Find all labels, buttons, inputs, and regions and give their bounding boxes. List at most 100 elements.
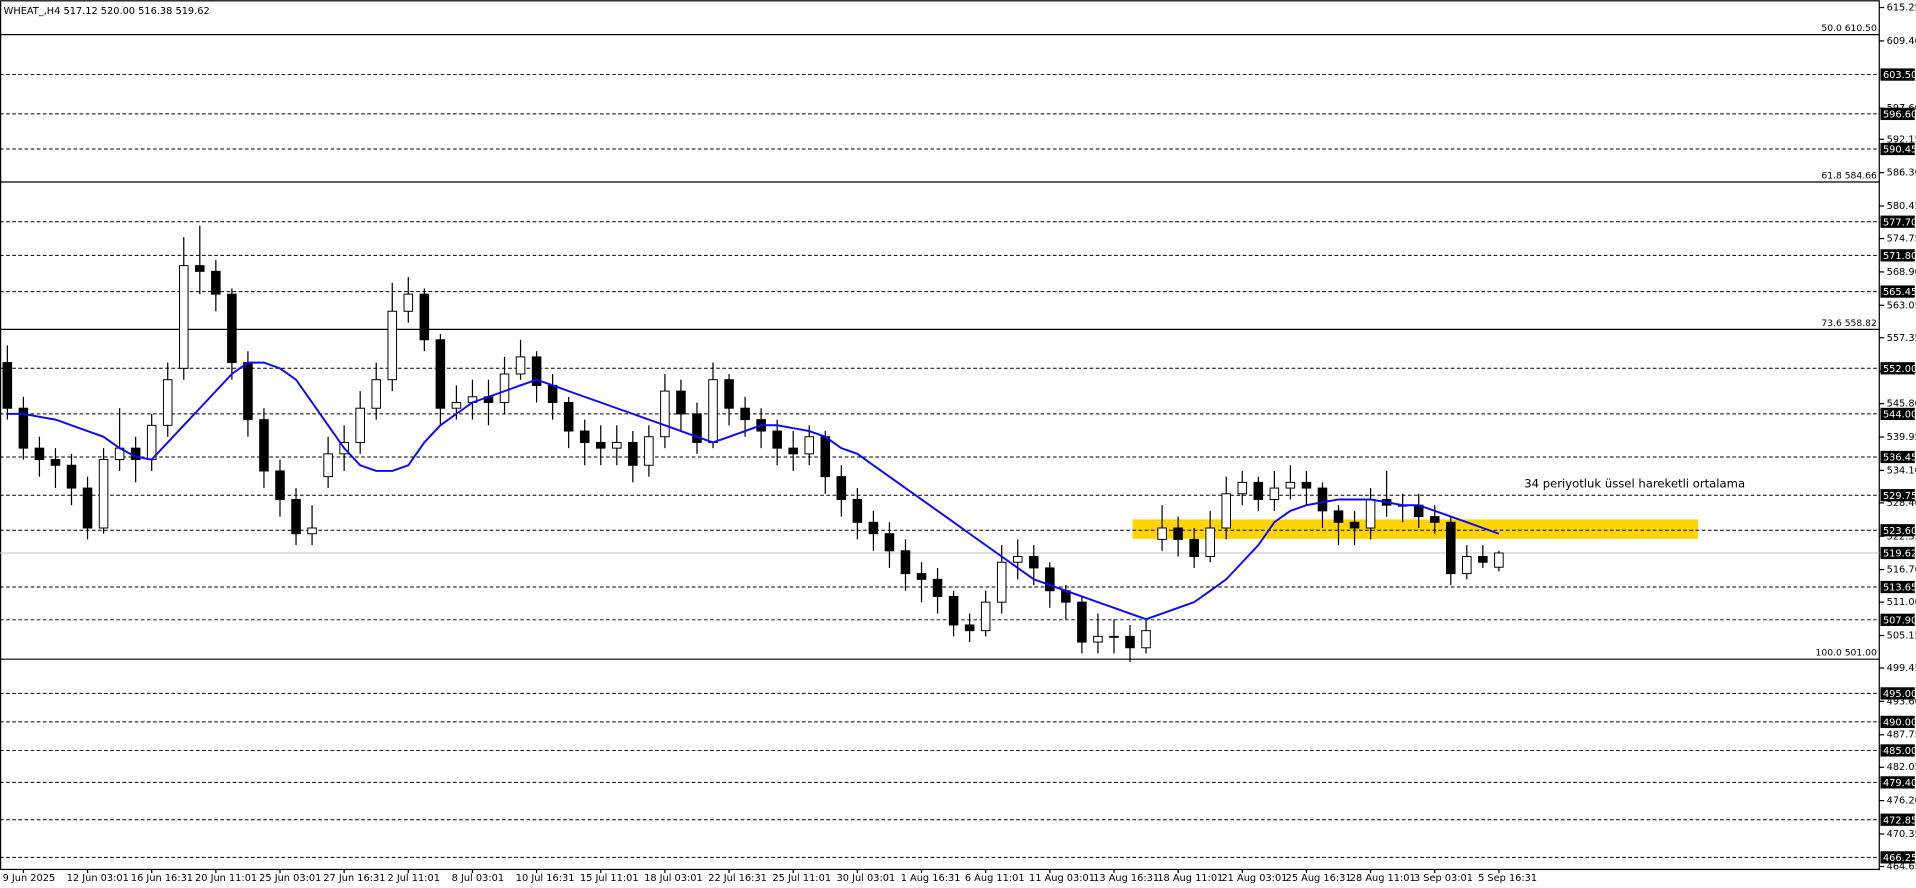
level-label: 507.90 [1883,615,1916,626]
level-label: 485.00 [1883,746,1916,757]
level-label-box [1880,489,1915,502]
x-tick-label: 25 Jul 11:01 [772,873,831,884]
level-label-box [1880,613,1915,626]
level-label-box [1880,687,1915,700]
x-tick-label: 12 Jun 03:01 [67,873,129,884]
candle-body [1445,521,1456,575]
level-label-box [1880,776,1915,789]
candle-body [996,561,1007,603]
candle-body [595,441,606,449]
candle-body [676,390,686,415]
y-tick-label: 482.05 [1887,762,1916,773]
candle-body [307,527,317,535]
candle-body [1109,635,1119,638]
candle-body [1237,481,1248,495]
level-label: 596.60 [1883,110,1916,121]
candle-body [1429,516,1440,523]
candle-body [916,573,927,580]
price-zone [1132,519,1699,539]
candle-body [628,441,638,466]
candle-body [788,447,798,455]
candle-body [1077,601,1087,643]
candle-body [1029,556,1039,569]
x-tick-label: 22 Jul 16:31 [708,873,767,884]
level-label-box [1880,285,1915,298]
level-label-box [1880,68,1915,81]
y-tick-label: 609.40 [1887,36,1916,47]
y-tick-label: 470.35 [1887,829,1916,840]
x-tick-label: 28 Aug 11:01 [1350,873,1416,884]
candle-body [1494,552,1504,568]
level-label-box [1880,450,1915,464]
candle-body [1462,556,1472,575]
candle-body [355,407,365,443]
level-label-box [1880,744,1915,757]
level-label-box [1880,249,1915,262]
level-label: 472.85 [1883,815,1916,826]
candle-body [740,407,750,421]
y-tick-label: 574.75 [1887,234,1916,245]
level-label: 466.25 [1883,853,1916,864]
y-tick-label: 516.70 [1887,565,1916,576]
current-price-label-box [1880,546,1915,560]
candle-body [243,362,253,421]
candle-body [1189,538,1199,558]
level-label: 603.50 [1883,70,1916,81]
plot-frame [0,0,1880,871]
x-tick-label: 18 Aug 11:01 [1157,873,1223,884]
y-tick-label: 580.45 [1887,201,1916,212]
level-label: 513.65 [1883,583,1916,594]
candle-body [323,453,333,478]
y-tick-label: 568.90 [1887,267,1916,278]
ema-line [7,361,1500,621]
y-tick-label: 476.20 [1887,796,1916,807]
level-label-box [1880,524,1915,537]
y-tick-label: 592.15 [1887,134,1916,145]
x-tick-label: 5 Sep 16:31 [1478,873,1537,884]
x-tick-label: 16 Jun 16:31 [131,873,193,884]
level-label: 523.60 [1883,526,1916,537]
candle-body [403,293,414,312]
candle-body [1141,630,1151,649]
level-label: 495.00 [1883,689,1916,700]
candle-body [563,402,574,432]
candle-body [162,379,173,426]
candle-body [178,265,189,369]
y-tick-label: 505.15 [1887,631,1916,642]
candle-body [2,362,13,409]
x-tick-label: 15 Jul 11:01 [580,873,639,884]
candle-body [1045,567,1055,592]
candle-body [98,459,109,529]
candle-body [387,310,398,381]
level-label: 479.40 [1883,778,1916,789]
y-tick-label: 487.75 [1887,730,1916,741]
candle-body [499,373,510,404]
y-tick-label: 464.65 [1887,861,1916,872]
x-tick-label: 20 Jun 11:01 [195,873,257,884]
level-label: 536.45 [1883,453,1916,464]
candle-body [291,498,301,535]
candle-body [820,436,831,478]
fib-label: 50.0 610.50 [1821,23,1877,34]
y-tick-label: 563.05 [1887,300,1916,311]
annotation: 34 periyotluk üssel hareketli ortalama [1524,476,1745,490]
level-label-box [1880,715,1915,729]
candle-body [18,407,29,449]
candle-body [1157,527,1167,540]
candle-body [708,379,718,443]
fib-label: 73.6 558.82 [1821,318,1876,329]
x-tick-label: 13 Aug 16:31 [1093,873,1159,884]
level-label: 490.00 [1883,718,1916,729]
x-tick-label: 8 Jul 03:01 [452,873,504,884]
level-label-box [1880,362,1915,375]
level-label: 565.45 [1883,287,1916,298]
candle-body [612,441,622,449]
y-tick-label: 557.35 [1887,333,1916,344]
candle-body [804,436,815,455]
level-label-box [1880,107,1915,121]
y-tick-label: 534.10 [1887,465,1916,476]
candle-body [579,430,590,443]
x-tick-label: 27 Jun 16:31 [323,873,385,884]
y-tick-label: 493.60 [1887,696,1916,707]
candle-body [660,390,670,438]
